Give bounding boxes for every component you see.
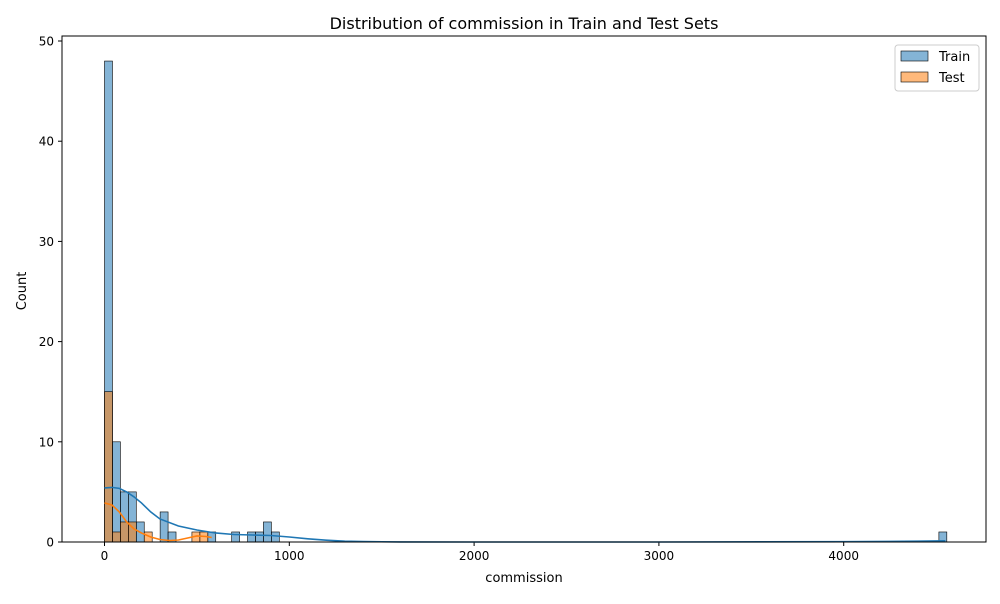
- y-tick-label: 30: [39, 235, 54, 249]
- legend: Train Test: [894, 44, 980, 92]
- x-tick-label: 3000: [644, 549, 675, 563]
- legend-label-test: Test: [938, 71, 965, 86]
- x-axis-label: commission: [485, 571, 562, 586]
- bar-train: [247, 531, 256, 543]
- x-tick-label: 1000: [274, 549, 305, 563]
- y-tick-label: 0: [46, 536, 54, 550]
- bar-train: [159, 511, 169, 543]
- bar-train: [263, 521, 272, 543]
- legend-swatch-test: [900, 71, 929, 83]
- bar-train: [112, 441, 121, 543]
- bar-train: [271, 531, 280, 543]
- y-tick-label: 50: [39, 35, 54, 49]
- y-axis-label: Count: [15, 272, 30, 311]
- bars-layer: [104, 60, 948, 543]
- y-tick-label: 40: [39, 135, 54, 149]
- y-tick-label: 20: [39, 335, 54, 349]
- bar-train: [255, 531, 264, 543]
- plot-frame: [61, 35, 987, 543]
- legend-swatch-train: [900, 50, 929, 62]
- y-tick-label: 10: [39, 435, 54, 449]
- series-train-bars: [104, 60, 948, 543]
- bar-test: [112, 531, 121, 543]
- kde-line-test: [104, 502, 212, 542]
- x-tick-label: 0: [101, 549, 109, 563]
- bar-train: [231, 531, 240, 543]
- bar-test: [120, 521, 129, 543]
- chart-title: Distribution of commission in Train and …: [330, 14, 719, 33]
- x-tick-label: 4000: [828, 549, 859, 563]
- kde-layer: [104, 486, 946, 543]
- legend-label-train: Train: [938, 50, 970, 65]
- axes-layer: 0 1000 2000 3000 4000 0 10 20 30 40 50: [39, 35, 859, 563]
- bar-test: [104, 391, 113, 543]
- x-tick-label: 2000: [459, 549, 490, 563]
- kde-line-train: [104, 486, 946, 543]
